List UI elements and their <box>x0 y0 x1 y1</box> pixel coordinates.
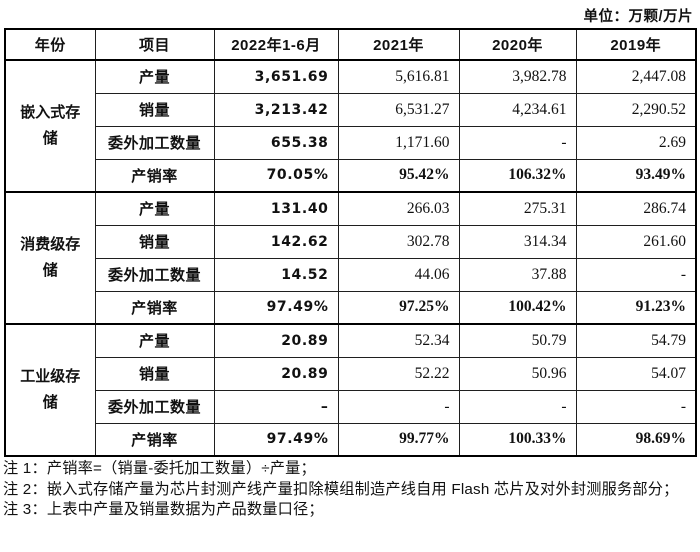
table-row: 产销率 97.49% 99.77% 100.33% 98.69% <box>5 422 697 457</box>
header-row: 年份 项目 2022年1-6月 2021年 2020年 2019年 <box>4 28 697 61</box>
value-cell: 97.49% <box>213 422 339 457</box>
footnote-1: 注 1：产销率=（销量-委托加工数量）÷产量； <box>3 460 316 477</box>
value-cell: - <box>575 389 697 424</box>
value-cell: 20.89 <box>213 356 339 391</box>
value-cell: 100.42% <box>458 290 577 325</box>
value-cell: 52.22 <box>337 356 460 391</box>
value-cell: 97.25% <box>337 290 460 325</box>
col-header-2019: 2019年 <box>575 28 697 61</box>
value-cell: 50.96 <box>458 356 577 391</box>
table-row: 销量 3,213.42 6,531.27 4,234.61 2,290.52 <box>5 92 697 127</box>
item-label: 产销率 <box>94 290 215 325</box>
category-cell-consumer: 消费级存储 <box>4 191 96 325</box>
unit-label: 单位：万颗/万片 <box>583 9 693 25</box>
value-cell: 286.74 <box>575 191 697 226</box>
value-cell: - <box>337 389 460 424</box>
value-cell: 54.07 <box>575 356 697 391</box>
value-cell: 3,213.42 <box>213 92 339 127</box>
value-cell: 98.69% <box>575 422 697 457</box>
col-header-item: 项目 <box>94 28 215 61</box>
table-row: 委外加工数量 655.38 1,171.60 - 2.69 <box>5 125 697 160</box>
table-row: 销量 20.89 52.22 50.96 54.07 <box>5 356 697 391</box>
value-cell: 20.89 <box>213 323 339 358</box>
value-cell: - <box>575 257 697 292</box>
value-cell: 302.78 <box>337 224 460 259</box>
item-label: 委外加工数量 <box>94 389 215 424</box>
table-row: 委外加工数量 – - - - <box>5 389 697 424</box>
col-header-2022h1: 2022年1-6月 <box>213 28 339 61</box>
value-cell: 1,171.60 <box>337 125 460 160</box>
value-cell: 91.23% <box>575 290 697 325</box>
value-cell: 261.60 <box>575 224 697 259</box>
value-cell: 5,616.81 <box>337 59 460 94</box>
category-label: 消费级存储 <box>20 235 81 279</box>
item-label: 产销率 <box>94 422 215 457</box>
footnotes: 注 1：产销率=（销量-委托加工数量）÷产量； 注 2：嵌入式存储产量为芯片封测… <box>3 459 697 521</box>
value-cell: - <box>458 389 577 424</box>
item-label: 产量 <box>94 191 215 226</box>
value-cell: 52.34 <box>337 323 460 358</box>
value-cell: 54.79 <box>575 323 697 358</box>
item-label: 产量 <box>94 323 215 358</box>
col-header-2020: 2020年 <box>458 28 577 61</box>
table-row: 工业级存储 产量 20.89 52.34 50.79 54.79 <box>4 323 697 457</box>
value-cell: 37.88 <box>458 257 577 292</box>
value-cell: 6,531.27 <box>337 92 460 127</box>
value-cell: 2,447.08 <box>575 59 697 94</box>
category-cell-industrial: 工业级存储 <box>4 323 96 457</box>
production-sales-table: 年份 项目 2022年1-6月 2021年 2020年 2019年 嵌入式存储 … <box>4 28 697 457</box>
value-cell: 142.62 <box>213 224 339 259</box>
value-cell: - <box>458 125 577 160</box>
item-label: 委外加工数量 <box>94 257 215 292</box>
item-label: 销量 <box>94 92 215 127</box>
value-cell: 95.42% <box>337 158 460 193</box>
item-label: 销量 <box>94 356 215 391</box>
value-cell: 275.31 <box>458 191 577 226</box>
table-row: 嵌入式存储 产量 3,651.69 5,616.81 3,982.78 2,44… <box>4 59 697 193</box>
category-label: 工业级存储 <box>20 367 81 411</box>
item-label: 销量 <box>94 224 215 259</box>
value-cell: 655.38 <box>213 125 339 160</box>
value-cell: 266.03 <box>337 191 460 226</box>
value-cell: 70.05% <box>213 158 339 193</box>
footnote-2: 注 2：嵌入式存储产量为芯片封测产线产量扣除模组制造产线自用 Flash 芯片及… <box>3 480 679 498</box>
value-cell: 93.49% <box>575 158 697 193</box>
value-cell: 100.33% <box>458 422 577 457</box>
item-label: 产销率 <box>94 158 215 193</box>
value-cell: – <box>213 389 339 424</box>
table-row: 消费级存储 产量 131.40 266.03 275.31 286.74 <box>4 191 697 325</box>
table-row: 销量 142.62 302.78 314.34 261.60 <box>5 224 697 259</box>
value-cell: 97.49% <box>213 290 339 325</box>
category-label: 嵌入式存储 <box>20 103 81 147</box>
value-cell: 14.52 <box>213 257 339 292</box>
value-cell: 44.06 <box>337 257 460 292</box>
col-header-year-category: 年份 <box>4 28 96 61</box>
table-row: 产销率 70.05% 95.42% 106.32% 93.49% <box>5 158 697 193</box>
footnote-3: 注 3：上表中产量及销量数据为产品数量口径； <box>3 501 324 518</box>
item-label: 委外加工数量 <box>94 125 215 160</box>
value-cell: 131.40 <box>213 191 339 226</box>
value-cell: 314.34 <box>458 224 577 259</box>
value-cell: 3,982.78 <box>458 59 577 94</box>
value-cell: 99.77% <box>337 422 460 457</box>
col-header-2021: 2021年 <box>337 28 460 61</box>
value-cell: 3,651.69 <box>213 59 339 94</box>
category-cell-embedded: 嵌入式存储 <box>4 59 96 193</box>
table-row: 委外加工数量 14.52 44.06 37.88 - <box>5 257 697 292</box>
value-cell: 4,234.61 <box>458 92 577 127</box>
value-cell: 2,290.52 <box>575 92 697 127</box>
table-row: 产销率 97.49% 97.25% 100.42% 91.23% <box>5 290 697 325</box>
value-cell: 106.32% <box>458 158 577 193</box>
item-label: 产量 <box>94 59 215 94</box>
value-cell: 50.79 <box>458 323 577 358</box>
value-cell: 2.69 <box>575 125 697 160</box>
